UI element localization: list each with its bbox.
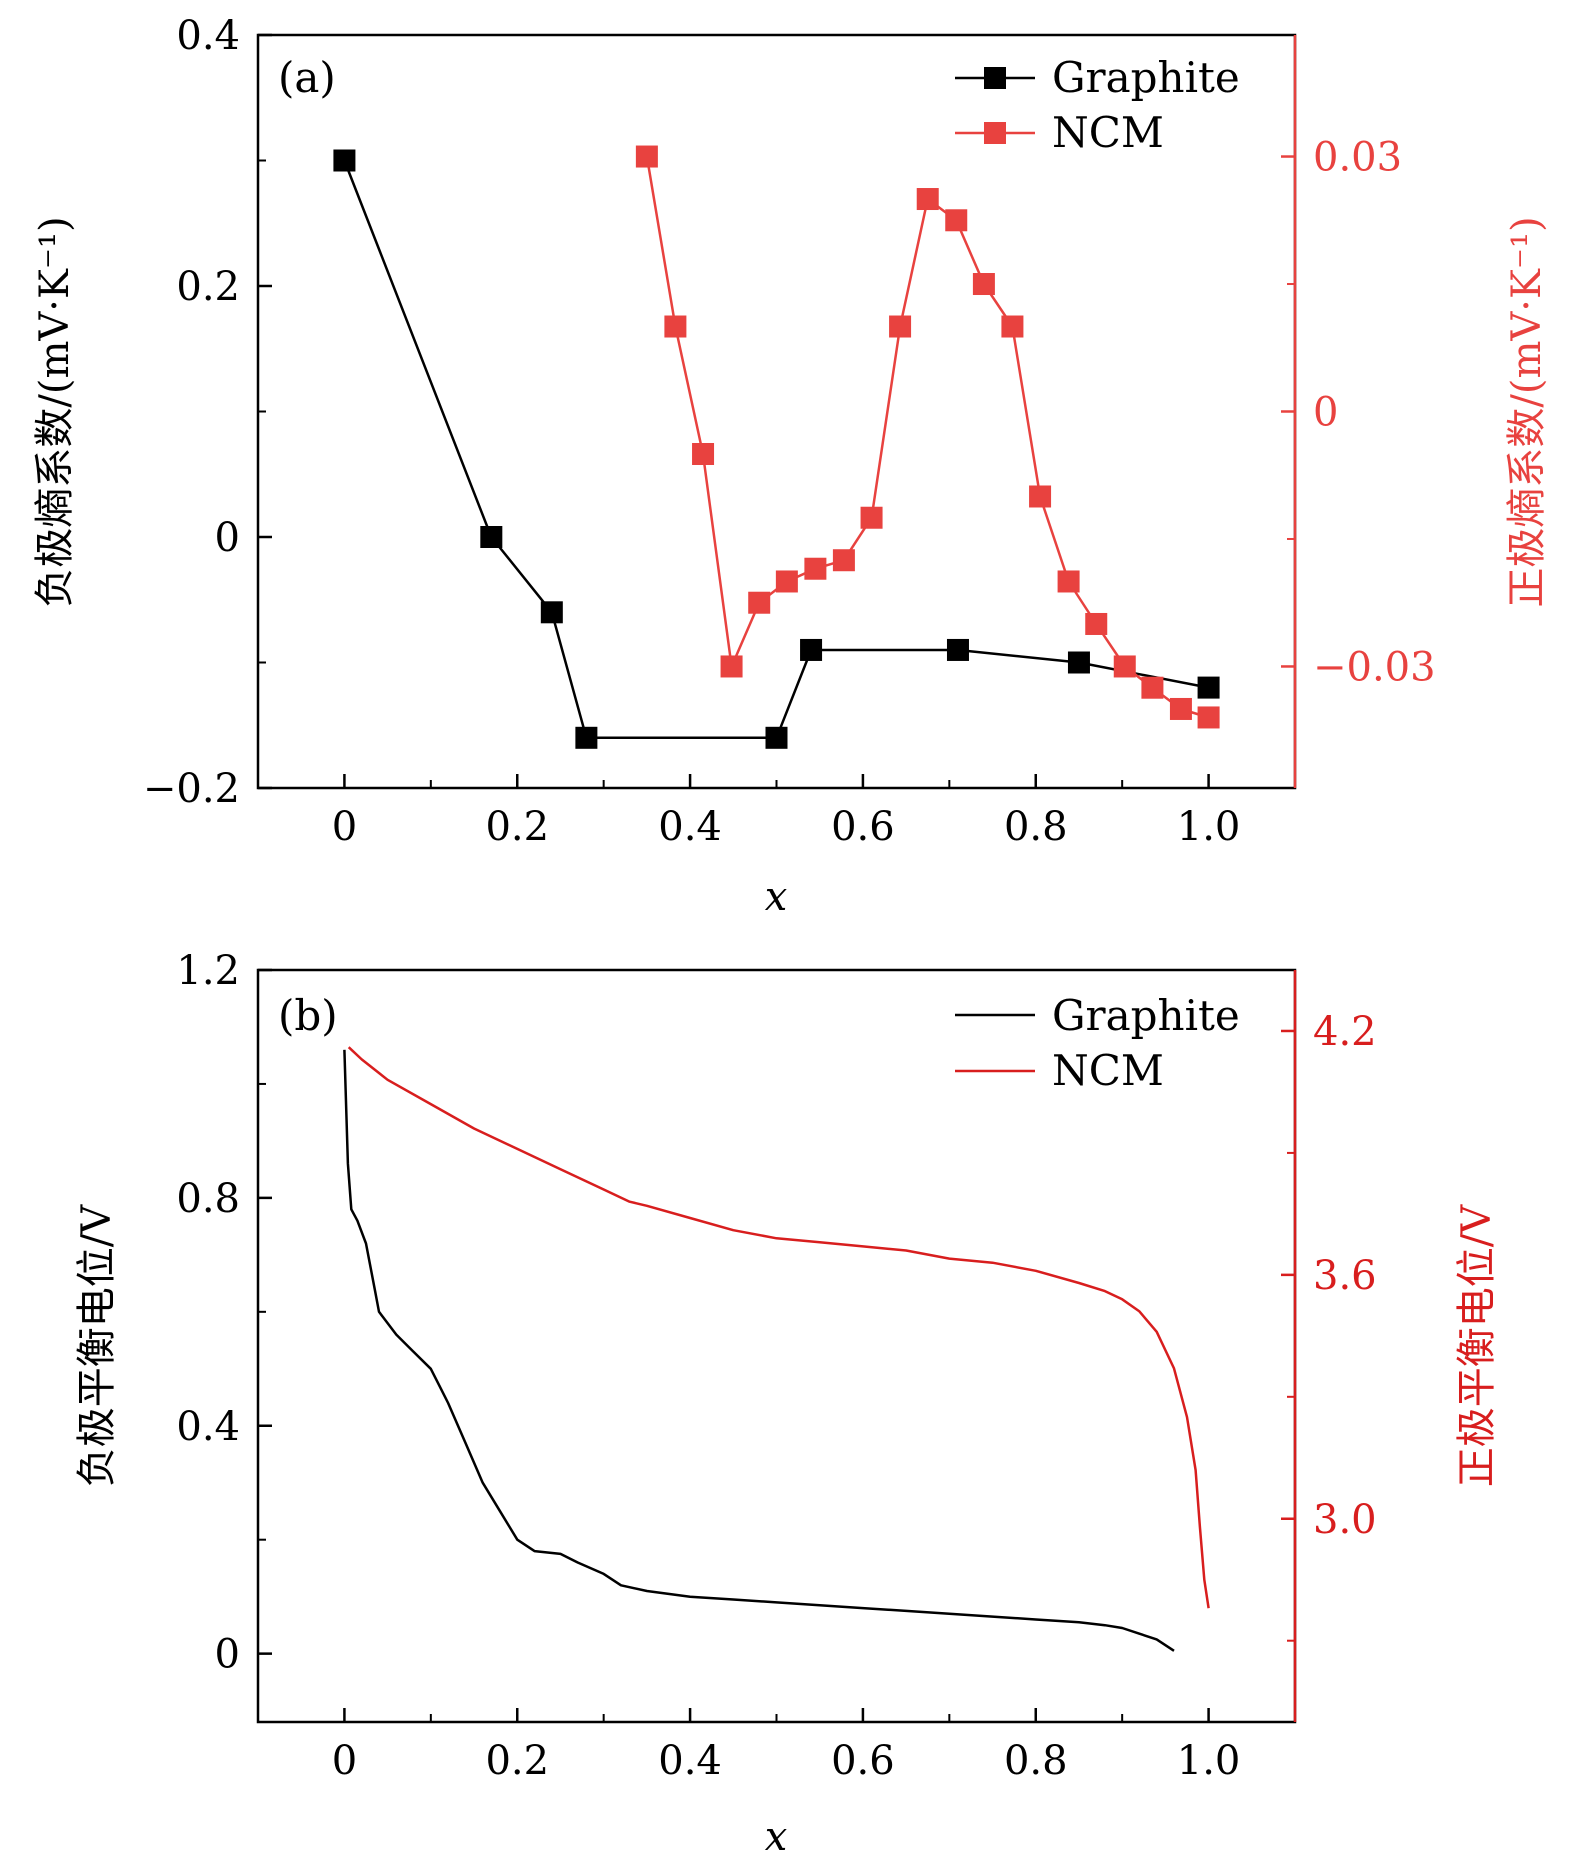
data-point-ncm xyxy=(804,557,827,580)
x-tick-label: 0 xyxy=(332,804,357,850)
legend-graphite-label-a: Graphite xyxy=(1052,53,1240,102)
panel-a-entropy-coefficient: 0 0.2 0.4 0.6 0.8 1.0 −0.200.20.4 −0.0300.03 … xyxy=(32,13,1550,920)
series-line-graphite xyxy=(343,160,1209,740)
data-point-ncm xyxy=(889,315,912,338)
left-y-tick-label: 0.2 xyxy=(176,264,240,310)
right-y-axis-ticks-b: 3.0 3.6 4.2 xyxy=(1281,970,1377,1722)
x-tick-label: 0.4 xyxy=(658,1738,722,1784)
data-point-ncm xyxy=(775,570,798,593)
left-y-tick-label: 0.4 xyxy=(176,1404,240,1450)
data-point-graphite xyxy=(765,726,788,749)
series-line-ncm xyxy=(347,1046,1210,1609)
data-point-ncm xyxy=(1085,612,1108,635)
panel-b-equilibrium-potential: 0 0.2 0.4 0.6 0.8 1.0 0 0.4 0.8 1.2 3.0 3.6 4.2 (b… xyxy=(74,948,1500,1860)
series-layer-b xyxy=(343,1046,1210,1652)
data-point-graphite xyxy=(540,601,563,624)
left-y-tick-label: −0.2 xyxy=(143,766,240,812)
left-y-axis-ticks-a: −0.2 0 0.2 0.4 xyxy=(143,13,272,812)
data-point-ncm xyxy=(1141,676,1164,699)
data-point-ncm xyxy=(1113,655,1136,678)
series-layer-a xyxy=(333,145,1220,749)
left-y-axis-title-b: 负极平衡电位/V xyxy=(74,1204,120,1487)
data-point-ncm xyxy=(860,506,883,529)
left-y-tick-label: 0 xyxy=(215,1632,240,1678)
data-point-ncm xyxy=(945,209,968,232)
series-line-ncm xyxy=(645,156,1209,719)
right-y-tick-label: 3.6 xyxy=(1313,1253,1377,1299)
data-point-ncm xyxy=(692,442,715,465)
data-point-ncm xyxy=(1029,485,1052,508)
data-point-ncm xyxy=(832,549,855,572)
legend-ncm-label-b: NCM xyxy=(1052,1046,1164,1095)
right-y-tick-label: 0 xyxy=(1313,390,1338,436)
right-y-tick-label: 0.03 xyxy=(1313,135,1402,181)
legend-graphite-marker-a xyxy=(984,67,1006,89)
x-axis-title-b: x xyxy=(765,1814,788,1860)
legend-graphite-label-b: Graphite xyxy=(1052,991,1240,1040)
data-point-graphite xyxy=(946,638,969,661)
left-y-axis-title-a: 负极熵系数/(mV·K⁻¹) xyxy=(32,216,78,607)
right-y-axis-title-b: 正极平衡电位/V xyxy=(1454,1204,1500,1487)
x-axis-title-a: x xyxy=(765,874,788,920)
left-y-tick-label: 0.4 xyxy=(176,13,240,59)
data-point-graphite xyxy=(1067,651,1090,674)
left-y-tick-label: 1.2 xyxy=(176,948,240,994)
x-tick-label: 1.0 xyxy=(1177,804,1241,850)
left-y-axis-ticks-b: 0 0.4 0.8 1.2 xyxy=(176,948,272,1678)
legend-ncm-label-a: NCM xyxy=(1052,108,1164,157)
x-tick-label: 0.8 xyxy=(1004,1738,1068,1784)
data-point-ncm xyxy=(1197,706,1220,729)
right-y-axis-ticks-a: −0.03 0 0.03 xyxy=(1281,35,1436,788)
right-y-axis-title-a: 正极熵系数/(mV·K⁻¹) xyxy=(1504,216,1550,607)
data-point-graphite xyxy=(575,726,598,749)
data-point-graphite xyxy=(333,149,356,172)
data-point-ncm xyxy=(664,315,687,338)
legend-b: Graphite NCM xyxy=(955,991,1240,1095)
x-tick-label: 0.6 xyxy=(831,804,895,850)
data-point-ncm xyxy=(1169,697,1192,720)
panel-label-b: (b) xyxy=(278,991,338,1040)
x-tick-label: 0 xyxy=(332,1738,357,1784)
right-y-tick-label: 3.0 xyxy=(1313,1497,1377,1543)
legend-a: Graphite NCM xyxy=(955,53,1240,157)
x-tick-label: 1.0 xyxy=(1177,1738,1241,1784)
data-point-ncm xyxy=(748,591,771,614)
x-tick-label: 0.2 xyxy=(485,804,549,850)
x-tick-label: 0.8 xyxy=(1004,804,1068,850)
data-point-graphite xyxy=(480,526,503,548)
data-point-ncm xyxy=(1001,315,1024,338)
data-point-graphite xyxy=(800,638,823,661)
legend-ncm-marker-a xyxy=(984,122,1006,144)
x-tick-label: 0.6 xyxy=(831,1738,895,1784)
left-y-tick-label: 0.8 xyxy=(176,1176,240,1222)
left-y-tick-label: 0 xyxy=(215,515,240,561)
data-point-graphite xyxy=(1197,676,1220,699)
right-y-tick-label: 4.2 xyxy=(1313,1009,1377,1055)
data-point-ncm xyxy=(635,145,658,168)
x-tick-label: 0.4 xyxy=(658,804,722,850)
panel-label-a: (a) xyxy=(278,53,336,102)
data-point-ncm xyxy=(1057,570,1080,593)
data-point-ncm xyxy=(916,188,939,211)
series-line-graphite xyxy=(343,1049,1175,1652)
data-point-ncm xyxy=(720,655,743,678)
x-axis-ticks-a: 0 0.2 0.4 0.6 0.8 1.0 xyxy=(257,774,1241,850)
x-tick-label: 0.2 xyxy=(485,1738,549,1784)
right-y-tick-label: −0.03 xyxy=(1313,644,1436,690)
x-axis-ticks-b: 0 0.2 0.4 0.6 0.8 1.0 xyxy=(257,1708,1241,1784)
data-point-ncm xyxy=(972,273,995,296)
